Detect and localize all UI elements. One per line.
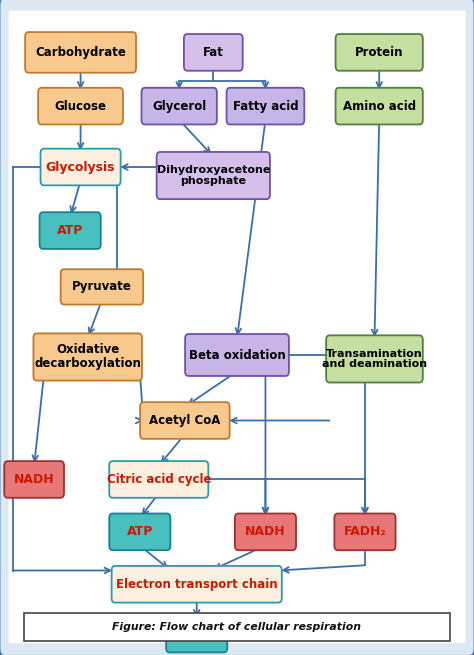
Text: ATP: ATP [183, 627, 210, 641]
Text: Acetyl CoA: Acetyl CoA [149, 414, 220, 427]
FancyBboxPatch shape [24, 613, 450, 641]
FancyBboxPatch shape [235, 514, 296, 550]
FancyBboxPatch shape [326, 335, 423, 383]
FancyBboxPatch shape [38, 88, 123, 124]
FancyBboxPatch shape [184, 34, 243, 71]
Text: Citric acid cycle: Citric acid cycle [107, 473, 211, 486]
Text: FADH₂: FADH₂ [344, 525, 386, 538]
Text: Electron transport chain: Electron transport chain [116, 578, 277, 591]
FancyBboxPatch shape [336, 34, 423, 71]
FancyBboxPatch shape [4, 461, 64, 498]
FancyBboxPatch shape [9, 10, 465, 643]
FancyBboxPatch shape [334, 514, 395, 550]
Text: Beta oxidation: Beta oxidation [189, 348, 285, 362]
FancyBboxPatch shape [156, 152, 270, 199]
Text: NADH: NADH [14, 473, 55, 486]
FancyBboxPatch shape [185, 334, 289, 376]
Text: Amino acid: Amino acid [343, 100, 416, 113]
Text: Glucose: Glucose [55, 100, 107, 113]
FancyBboxPatch shape [111, 566, 282, 603]
Text: Protein: Protein [355, 46, 403, 59]
Text: ATP: ATP [57, 224, 83, 237]
FancyBboxPatch shape [39, 212, 100, 249]
FancyBboxPatch shape [109, 461, 209, 498]
Text: NADH: NADH [245, 525, 286, 538]
Text: Fatty acid: Fatty acid [233, 100, 298, 113]
FancyBboxPatch shape [166, 616, 227, 652]
FancyBboxPatch shape [25, 32, 136, 73]
Text: Carbohydrate: Carbohydrate [35, 46, 126, 59]
Text: Dihydroxyacetone
phosphate: Dihydroxyacetone phosphate [156, 165, 270, 186]
Text: Glycerol: Glycerol [152, 100, 206, 113]
FancyBboxPatch shape [61, 269, 143, 305]
Text: Pyruvate: Pyruvate [72, 280, 132, 293]
Text: Figure: Flow chart of cellular respiration: Figure: Flow chart of cellular respirati… [112, 622, 362, 632]
Text: Fat: Fat [203, 46, 224, 59]
Text: Transamination
and deamination: Transamination and deamination [322, 348, 427, 369]
FancyBboxPatch shape [227, 88, 304, 124]
Text: Glycolysis: Glycolysis [46, 160, 115, 174]
FancyBboxPatch shape [40, 149, 120, 185]
FancyBboxPatch shape [33, 333, 142, 381]
Text: ATP: ATP [127, 525, 153, 538]
FancyBboxPatch shape [141, 88, 217, 124]
FancyBboxPatch shape [109, 514, 170, 550]
Text: Oxidative
decarboxylation: Oxidative decarboxylation [34, 343, 141, 371]
FancyBboxPatch shape [336, 88, 423, 124]
FancyBboxPatch shape [140, 402, 229, 439]
